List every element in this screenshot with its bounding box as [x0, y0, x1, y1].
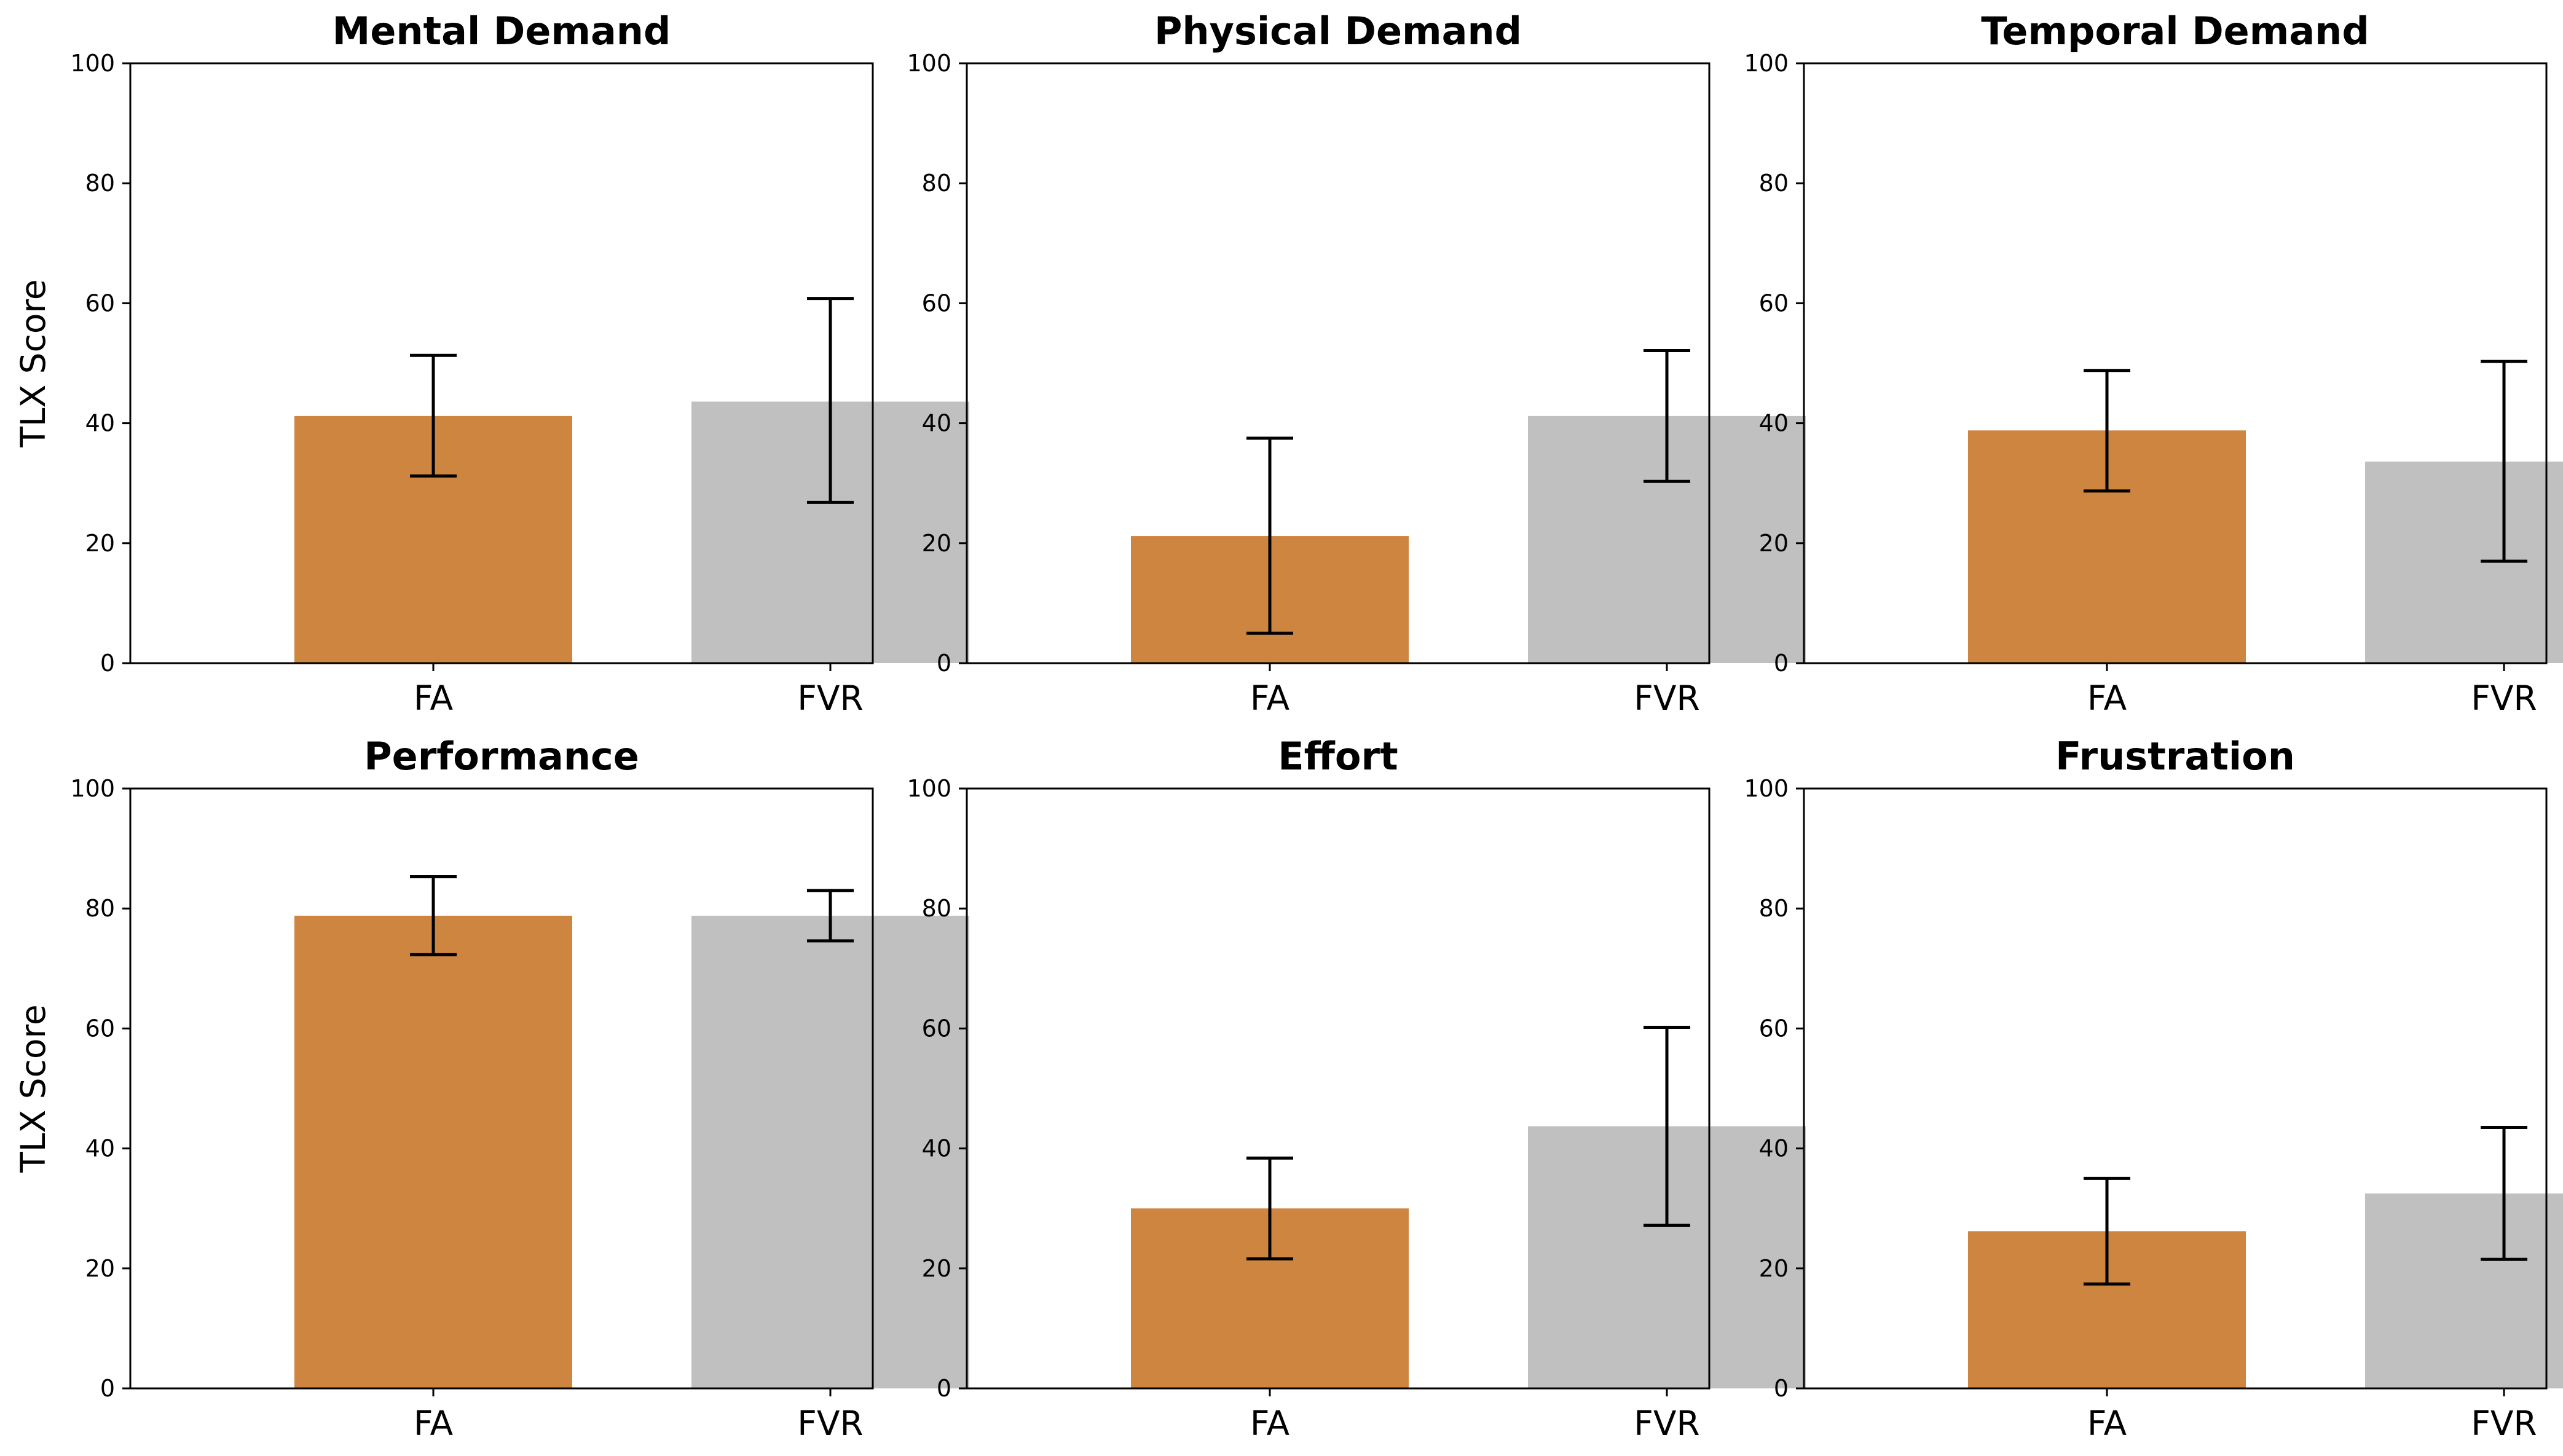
panel-title: Effort: [1278, 734, 1398, 779]
bar: [2365, 462, 2563, 663]
y-tick-label: 100: [907, 50, 951, 77]
y-tick-label: 60: [922, 1015, 951, 1042]
y-tick-label: 20: [85, 530, 115, 557]
chart-panel: 0 20 40 60 80 100 FA FVR Mental Demand TLX Score: [14, 9, 969, 718]
x-tick-label: FVR: [797, 679, 863, 718]
y-tick-label: 60: [85, 289, 115, 317]
axes-frame: [129, 62, 874, 664]
x-tick-label: FVR: [797, 1404, 863, 1443]
y-tick-label: 40: [922, 410, 951, 437]
chart-panel: 0 20 40 60 80 100 FA FVR Frustration: [1744, 734, 2563, 1443]
x-tick-label: FA: [2087, 1404, 2127, 1443]
y-tick-label: 0: [100, 1375, 115, 1402]
axes-frame: [966, 62, 1711, 664]
x-tick-label: FA: [1250, 679, 1290, 718]
y-tick-label: 20: [1759, 1255, 1789, 1282]
x-tick-label: FA: [2087, 679, 2127, 718]
y-axis-label: TLX Score: [14, 279, 53, 447]
chart-panel: 0 20 40 60 80 100 FA FVR Performance TLX Score: [14, 734, 969, 1443]
y-tick-label: 20: [1759, 530, 1789, 557]
bar: [2365, 1193, 2563, 1388]
y-tick-label: 0: [1774, 650, 1789, 677]
axes-frame: [966, 787, 1711, 1390]
y-tick-label: 100: [907, 775, 951, 802]
y-tick-label: 40: [1759, 1135, 1789, 1162]
x-tick-label: FA: [1250, 1404, 1290, 1443]
y-tick-label: 100: [1744, 50, 1789, 77]
y-tick-label: 100: [70, 50, 115, 77]
chart-panel: 0 20 40 60 80 100 FA FVR Physical Demand: [907, 9, 1806, 718]
panel-title: Temporal Demand: [1981, 9, 2369, 53]
y-tick-label: 40: [85, 1135, 115, 1162]
y-tick-label: 80: [1759, 170, 1789, 197]
y-tick-label: 80: [85, 170, 115, 197]
bar: [294, 915, 572, 1388]
y-tick-label: 100: [1744, 775, 1789, 802]
y-tick-label: 80: [1759, 895, 1789, 922]
y-tick-label: 60: [1759, 1015, 1789, 1042]
bar: [691, 915, 969, 1388]
y-tick-label: 40: [1759, 410, 1789, 437]
y-tick-label: 20: [922, 1255, 951, 1282]
axes-frame: [1803, 62, 2548, 664]
panel-title: Physical Demand: [1154, 9, 1522, 53]
x-tick-label: FA: [414, 1404, 454, 1443]
panel-title: Frustration: [2055, 734, 2295, 779]
y-tick-label: 40: [85, 410, 115, 437]
y-tick-label: 20: [85, 1255, 115, 1282]
y-tick-label: 80: [85, 895, 115, 922]
y-tick-label: 0: [1774, 1375, 1789, 1402]
y-tick-label: 0: [937, 650, 951, 677]
y-tick-label: 0: [937, 1375, 951, 1402]
y-axis-label: TLX Score: [14, 1004, 53, 1173]
y-tick-label: 80: [922, 895, 951, 922]
y-tick-label: 60: [85, 1015, 115, 1042]
x-tick-label: FVR: [2471, 679, 2537, 718]
x-tick-label: FA: [414, 679, 454, 718]
y-tick-label: 100: [70, 775, 115, 802]
chart-panel: 0 20 40 60 80 100 FA FVR Temporal Demand: [1744, 9, 2563, 718]
panel-title: Performance: [364, 734, 639, 779]
x-tick-label: FVR: [1634, 1404, 1699, 1443]
y-tick-label: 40: [922, 1135, 951, 1162]
y-tick-label: 0: [100, 650, 115, 677]
y-tick-label: 60: [1759, 289, 1789, 317]
axes-frame: [129, 787, 874, 1390]
panel-title: Mental Demand: [333, 9, 671, 53]
y-tick-label: 60: [922, 289, 951, 317]
axes-frame: [1803, 787, 2548, 1390]
x-tick-label: FVR: [1634, 679, 1699, 718]
chart-panel: 0 20 40 60 80 100 FA FVR Effort: [907, 734, 1806, 1443]
x-tick-label: FVR: [2471, 1404, 2537, 1443]
y-tick-label: 20: [922, 530, 951, 557]
y-tick-label: 80: [922, 170, 951, 197]
